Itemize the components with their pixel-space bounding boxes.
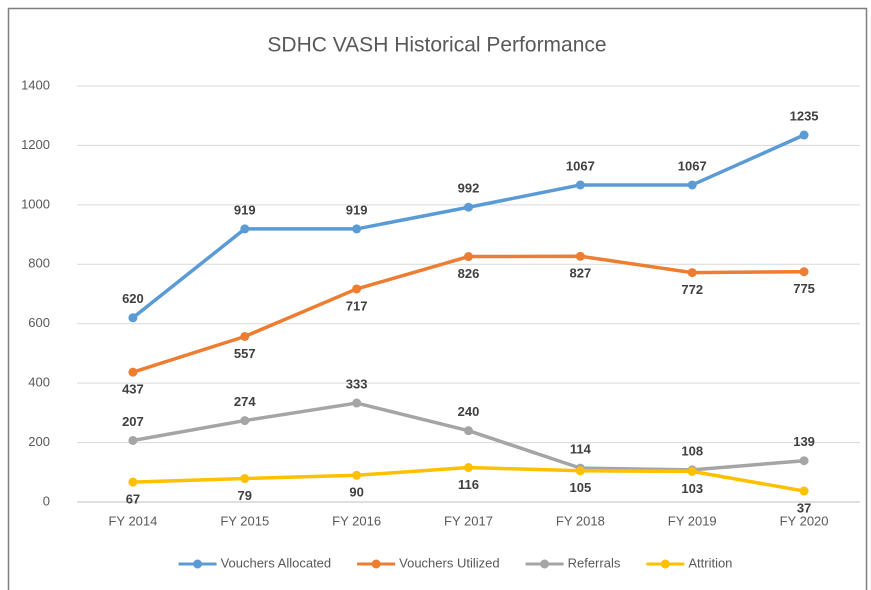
- data-label: 108: [681, 443, 703, 458]
- y-tick-label: 0: [43, 493, 50, 508]
- data-label: 775: [793, 281, 815, 296]
- data-label: 772: [681, 282, 703, 297]
- data-label: 105: [570, 480, 592, 495]
- y-tick-label: 400: [28, 375, 50, 390]
- data-label: 437: [122, 382, 144, 397]
- data-point: [240, 474, 250, 484]
- legend-marker: [540, 559, 550, 569]
- y-tick-label: 200: [28, 434, 50, 449]
- x-tick-label: FY 2017: [444, 513, 493, 528]
- data-label: 207: [122, 414, 144, 429]
- legend-label: Attrition: [688, 555, 732, 570]
- data-point: [128, 435, 138, 445]
- data-label: 717: [346, 298, 368, 313]
- data-label: 1067: [566, 158, 595, 173]
- data-point: [575, 251, 585, 261]
- y-tick-label: 1200: [21, 137, 50, 152]
- legend-label: Referrals: [568, 555, 621, 570]
- data-point: [687, 268, 697, 278]
- data-label: 1067: [678, 158, 707, 173]
- data-label: 919: [234, 202, 256, 217]
- data-label: 827: [570, 266, 592, 281]
- data-point: [128, 367, 138, 377]
- legend-label: Vouchers Allocated: [221, 555, 332, 570]
- data-label: 333: [346, 376, 368, 391]
- chart-border: [7, 7, 868, 590]
- data-point: [352, 224, 362, 234]
- x-tick-label: FY 2020: [780, 513, 829, 528]
- y-tick-label: 800: [28, 256, 50, 271]
- data-point: [799, 130, 809, 140]
- legend-label: Vouchers Utilized: [399, 555, 499, 570]
- data-point: [799, 267, 809, 277]
- data-label: 114: [570, 442, 592, 457]
- data-point: [687, 180, 697, 190]
- data-point: [464, 252, 473, 262]
- data-point: [464, 426, 473, 436]
- data-label: 1235: [790, 108, 819, 123]
- y-tick-label: 600: [28, 315, 50, 330]
- data-point: [799, 486, 809, 496]
- data-label: 826: [458, 266, 480, 281]
- x-tick-label: FY 2019: [668, 513, 717, 528]
- data-label: 620: [122, 291, 144, 306]
- data-point: [464, 202, 473, 212]
- x-tick-label: FY 2015: [220, 513, 269, 528]
- data-point: [687, 466, 697, 476]
- data-point: [240, 224, 250, 234]
- data-label: 79: [238, 488, 252, 503]
- y-tick-label: 1000: [21, 196, 50, 211]
- data-point: [240, 331, 250, 341]
- data-label: 240: [458, 404, 480, 419]
- data-point: [240, 416, 250, 426]
- data-label: 919: [346, 202, 368, 217]
- data-label: 90: [349, 485, 363, 500]
- data-label: 67: [126, 492, 140, 507]
- data-label: 274: [234, 394, 256, 409]
- y-tick-label: 1400: [21, 77, 50, 92]
- legend-marker: [660, 559, 670, 569]
- data-label: 116: [458, 477, 479, 492]
- data-point: [128, 313, 138, 323]
- data-point: [575, 180, 585, 190]
- data-point: [799, 456, 809, 466]
- x-tick-label: FY 2018: [556, 513, 605, 528]
- legend-marker: [371, 559, 381, 569]
- chart-title: SDHC VASH Historical Performance: [267, 34, 606, 57]
- data-label: 103: [681, 481, 703, 496]
- data-point: [128, 477, 138, 487]
- data-point: [352, 470, 362, 480]
- x-tick-label: FY 2016: [332, 513, 381, 528]
- data-point: [352, 284, 362, 294]
- data-label: 139: [793, 434, 815, 449]
- legend-marker: [193, 559, 203, 569]
- data-label: 37: [797, 500, 811, 515]
- data-point: [575, 466, 585, 476]
- data-point: [464, 463, 473, 473]
- x-tick-label: FY 2014: [108, 513, 157, 528]
- data-label: 992: [458, 181, 480, 196]
- data-point: [352, 398, 362, 408]
- data-label: 557: [234, 346, 256, 361]
